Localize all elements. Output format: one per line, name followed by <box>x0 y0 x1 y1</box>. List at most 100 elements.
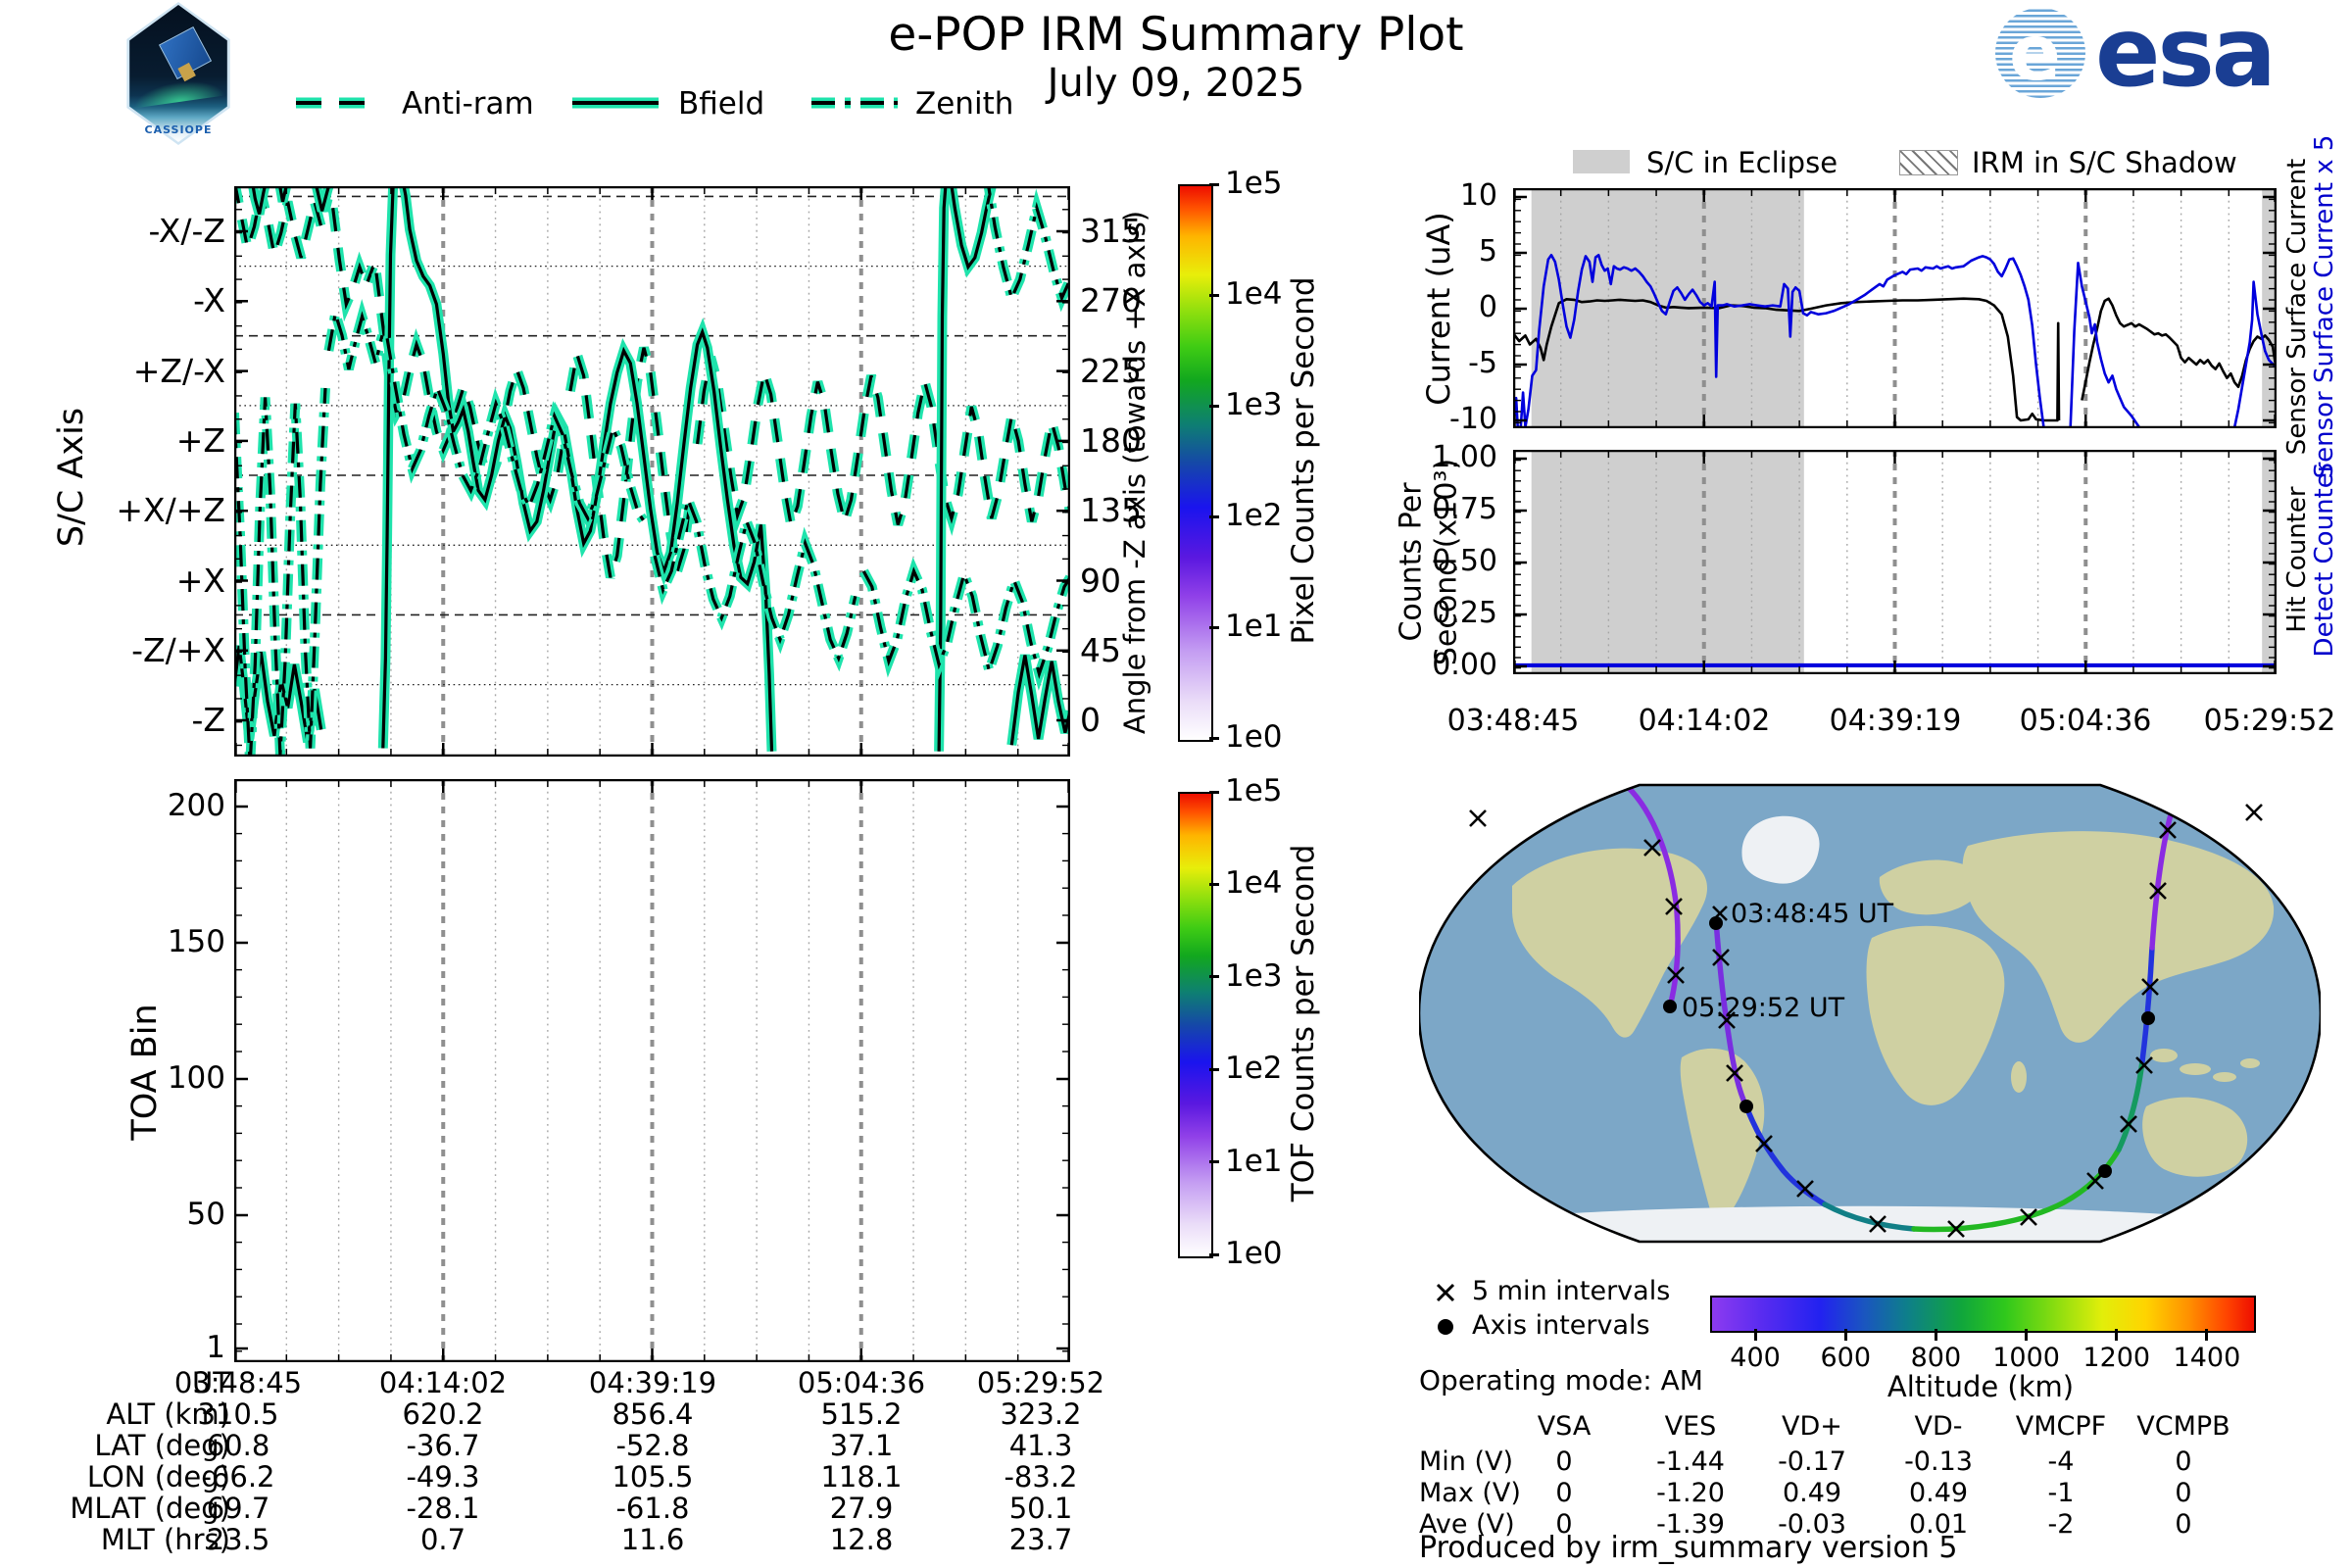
voltage-cell-0-1: -1.44 <box>1656 1446 1725 1477</box>
toa-bin-plot <box>234 779 1070 1362</box>
operating-mode: Operating mode: AM <box>1419 1364 1703 1396</box>
tof-bar-ticklabel-5: 1e0 <box>1225 1236 1283 1271</box>
left-table-cell-5-4: 23.7 <box>1008 1523 1073 1556</box>
sc-left-tick-5: +X <box>175 561 225 600</box>
voltage-cell-2-0: 0 <box>1555 1509 1573 1540</box>
voltage-cell-1-0: 0 <box>1555 1478 1573 1508</box>
voltage-rowlabel-2: Ave (V) <box>1419 1509 1515 1540</box>
pixel-bar-ticklabel-2: 1e3 <box>1225 387 1283 422</box>
sc-left-tick-7: -Z <box>191 701 225 739</box>
axis-intervals-label: Axis intervals <box>1472 1310 1650 1341</box>
tof-bar-tick <box>1209 1067 1219 1071</box>
voltage-rowlabel-1: Max (V) <box>1419 1478 1521 1508</box>
left-table-cell-0-2: 04:39:19 <box>588 1366 717 1399</box>
five-min-intervals-label: 5 min intervals <box>1472 1276 1671 1306</box>
tof-bar-tick <box>1209 790 1219 794</box>
left-table-cell-4-4: 50.1 <box>1008 1492 1073 1525</box>
counts-tick-4: 0.00 <box>1432 648 1497 682</box>
map-annotation-end: 05:29:52 UT <box>1682 993 1845 1023</box>
eclipse-legend-label: S/C in Eclipse <box>1646 146 1838 179</box>
legend-bfield: Bfield <box>678 86 765 122</box>
left-table-cell-3-1: -49.3 <box>406 1460 480 1494</box>
left-table-cell-2-4: 41.3 <box>1008 1429 1073 1462</box>
left-table-cell-0-1: 04:14:02 <box>378 1366 508 1399</box>
pixel-bar-tick <box>1209 404 1219 408</box>
toa-tick-0: 200 <box>167 788 225 823</box>
sc-left-tick-0: -X/-Z <box>148 212 225 250</box>
pixel-colorbar-label: Pixel Counts per Second <box>1286 276 1321 645</box>
counts-tick-0: 1.00 <box>1432 440 1497 474</box>
esa-globe-icon: e <box>1995 8 2085 98</box>
sc-right-tick-5: 90 <box>1080 561 1121 600</box>
shadow-legend-label: IRM in S/C Shadow <box>1972 146 2237 179</box>
current-tick-1: 5 <box>1478 234 1497 269</box>
counts-tick-3: 0.25 <box>1432 596 1497 630</box>
left-table-cell-4-1: -28.1 <box>406 1492 480 1525</box>
hit-counter-label: Hit Counter <box>2282 486 2312 633</box>
tof-bar-tick <box>1209 882 1219 886</box>
left-table-cell-3-0: -66.2 <box>201 1460 275 1494</box>
x-marker-icon <box>1436 1283 1455 1302</box>
altitude-bar-tick <box>2115 1329 2119 1341</box>
left-table-cell-2-1: -36.7 <box>406 1429 480 1462</box>
right-time-tick-4: 05:29:52 <box>2203 704 2336 738</box>
legend-zenith: Zenith <box>915 86 1014 122</box>
current-tick-0: 10 <box>1459 178 1497 213</box>
left-table-cell-1-0: 310.5 <box>197 1397 279 1431</box>
page-title: e-POP IRM Summary Plot <box>888 8 1464 62</box>
voltage-cell-0-5: 0 <box>2175 1446 2192 1477</box>
pixel-bar-ticklabel-0: 1e5 <box>1225 166 1283 201</box>
voltage-cell-2-1: -1.39 <box>1656 1509 1725 1540</box>
right-time-tick-3: 05:04:36 <box>2019 704 2152 738</box>
left-table-rowlabel-1: ALT (km) <box>106 1397 230 1431</box>
tof-bar-ticklabel-2: 1e3 <box>1225 957 1283 994</box>
voltage-cell-0-2: -0.17 <box>1778 1446 1846 1477</box>
voltage-cell-2-2: -0.03 <box>1778 1509 1846 1540</box>
pixel-bar-ticklabel-3: 1e2 <box>1225 498 1283 533</box>
sc-right-tick-1: 270 <box>1080 281 1142 320</box>
sc-right-tick-0: 315 <box>1080 212 1142 250</box>
current-plot <box>1513 188 2277 428</box>
left-table-cell-5-3: 12.8 <box>829 1523 894 1556</box>
left-table-cell-4-0: 69.7 <box>206 1492 270 1525</box>
altitude-bar-tick <box>2205 1329 2209 1341</box>
right-time-tick-2: 04:39:19 <box>1829 704 1962 738</box>
detect-counter-label: Detect Counter <box>2310 462 2339 658</box>
altitude-ticklabel-5: 1400 <box>2173 1343 2241 1373</box>
tof-bar-tick <box>1209 1160 1219 1164</box>
pixel-bar-ticklabel-4: 1e1 <box>1225 609 1283 644</box>
left-table-cell-2-3: 37.1 <box>829 1429 894 1462</box>
sc-left-tick-3: +Z <box>175 420 225 460</box>
left-table-cell-0-0: 03:48:45 <box>173 1366 303 1399</box>
left-table-cell-2-2: -52.8 <box>615 1429 690 1462</box>
tof-bar-ticklabel-1: 1e4 <box>1225 865 1283 902</box>
left-table-cell-1-2: 856.4 <box>612 1397 694 1431</box>
pixel-bar-ticklabel-1: 1e4 <box>1225 276 1283 312</box>
sc-left-tick-2: +Z/-X <box>132 351 225 390</box>
sc-right-tick-3: 180 <box>1080 420 1142 460</box>
voltage-cell-0-0: 0 <box>1555 1446 1573 1477</box>
toa-tick-3: 50 <box>186 1197 225 1232</box>
map-annotation-start: 03:48:45 UT <box>1731 899 1894 929</box>
left-table-cell-5-1: 0.7 <box>419 1523 466 1556</box>
left-table-cell-3-4: -83.2 <box>1004 1460 1078 1494</box>
sc-right-tick-2: 225 <box>1080 351 1142 390</box>
left-table-cell-1-1: 620.2 <box>402 1397 484 1431</box>
legend-anti-ram: Anti-ram <box>402 86 534 122</box>
dot-marker-icon <box>1438 1319 1453 1335</box>
altitude-ticklabel-2: 800 <box>1910 1343 1962 1373</box>
sc-axis-plot <box>234 186 1070 757</box>
left-table-cell-2-0: 60.8 <box>206 1429 270 1462</box>
altitude-colorbar-label: Altitude (km) <box>1886 1370 2075 1403</box>
tof-bar-tick <box>1209 975 1219 979</box>
pixel-bar-tick <box>1209 182 1219 186</box>
current-tick-3: -5 <box>1468 346 1497 380</box>
left-table-cell-0-3: 05:04:36 <box>797 1366 926 1399</box>
page-date: July 09, 2025 <box>1047 61 1305 106</box>
left-table-cell-0-4: 05:29:52 <box>976 1366 1105 1399</box>
left-table-cell-5-2: 11.6 <box>620 1523 685 1556</box>
counts-plot <box>1513 450 2277 674</box>
left-table-cell-5-0: 23.5 <box>206 1523 270 1556</box>
left-table-cell-4-3: 27.9 <box>829 1492 894 1525</box>
esa-logo: e esa <box>1995 5 2328 101</box>
